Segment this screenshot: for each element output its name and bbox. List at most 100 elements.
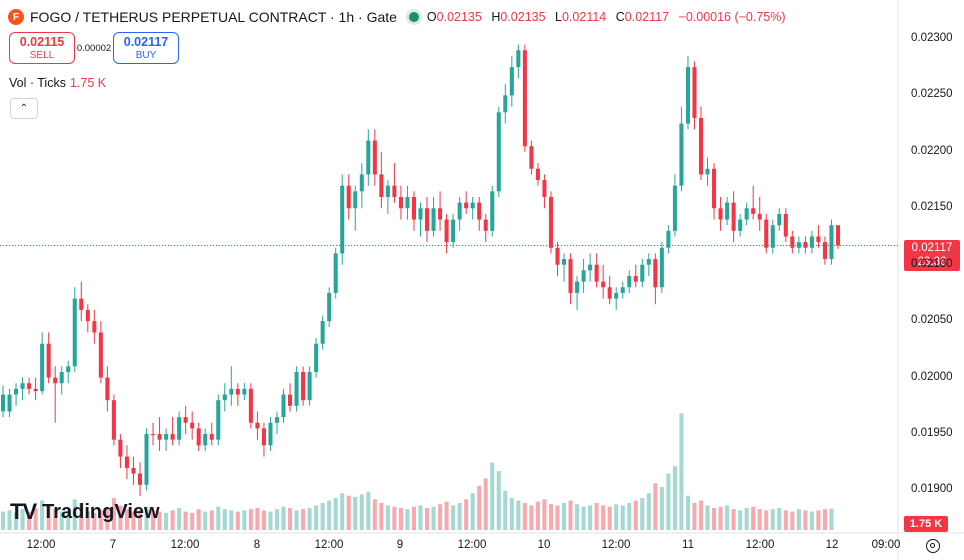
volume-bar [548,504,553,530]
candle-body [190,422,195,429]
candle-body [542,180,547,197]
volume-bar [705,505,710,530]
candle-body [66,366,71,372]
candle-body [353,191,358,209]
candle-body [477,202,482,220]
candle-body [601,281,606,288]
candle-body [822,242,827,260]
candle-body [92,321,97,333]
candle-body [411,196,416,220]
candle-body [725,202,730,220]
time-tick-label: 12:00 [26,539,56,551]
candle-body [614,292,619,299]
candle-body [796,242,801,248]
volume-bar [151,510,156,530]
candle-body [464,202,469,209]
symbol-title[interactable]: FOGO / TETHERUS PERPETUAL CONTRACT · 1h … [30,9,397,25]
volume-bar [170,510,175,530]
volume-bar [568,500,573,530]
volume-bar [666,473,671,530]
candle-body [118,439,123,457]
volume-bar [770,509,775,530]
volume-bar [340,493,345,530]
volume-bar [464,499,469,530]
volume-bar [320,503,325,530]
candle-body [685,67,690,124]
candle-body [40,343,45,392]
collapse-legend-button[interactable]: ⌃ [10,98,38,119]
volume-bar [366,491,371,530]
volume-bar [620,505,625,530]
candle-body [164,434,169,440]
volume-bar [314,505,319,530]
volume-bar [131,511,136,530]
volume-bar [27,511,32,530]
sell-price: 0.02115 [19,35,65,49]
volume-bar [607,506,612,530]
candle-body [405,196,410,209]
volume-bar [581,506,586,530]
candle-body [679,123,684,186]
candle-body [594,264,599,282]
watermark-text: TradingView [42,500,160,523]
volume-legend[interactable]: Vol · Ticks 1.75 K [9,76,106,90]
candle-body [438,208,443,220]
volume-bar [535,501,540,530]
volume-bar [281,506,286,530]
time-tick-label: 12:00 [314,539,344,551]
volume-bar [751,506,756,530]
time-tick-label: 7 [109,539,117,551]
volume-bar [490,462,495,530]
volume-bar [646,493,651,530]
volume-bar [235,511,240,530]
open-value: 0.02135 [436,10,482,24]
tradingview-watermark: TV TradingView [10,499,160,525]
volume-bar [588,505,593,530]
sell-button[interactable]: 0.02115 SELL [9,32,75,64]
candle-body [522,50,527,147]
time-tick-label: 10 [537,539,551,551]
candle-body [561,259,567,265]
chart-settings-icon[interactable] [926,539,940,553]
volume-bar [738,510,743,530]
volume-bar [790,511,795,530]
volume-bar [98,510,103,530]
candle-body [242,388,247,395]
candle-body [757,213,762,220]
candle-body [274,417,280,423]
volume-bar [496,471,501,530]
trade-panel: 0.02115 SELL 0.00002 0.02117 BUY [9,32,179,64]
volume-bar [33,507,38,530]
volume-bar [229,510,234,530]
buy-button[interactable]: 0.02117 BUY [113,32,179,64]
volume-bar [385,505,390,530]
candle-body [829,225,834,260]
volume-bar [640,498,645,530]
candle-body [157,434,162,440]
price-tick-label: 0.02300 [911,31,953,44]
candle-body [229,388,234,395]
candle-body [398,196,403,209]
candle-body [568,259,573,293]
volume-bar [516,500,521,530]
candle-body [203,434,208,446]
volume-bar [333,498,338,530]
candle-body [281,394,286,418]
candle-body [425,208,430,231]
volume-bar [46,504,51,530]
candle-body [366,140,371,175]
volume-bar [829,508,834,530]
volume-bar [575,504,580,530]
candle-body [72,298,77,367]
price-tick-label: 0.02050 [911,314,953,327]
volume-bar [712,507,717,530]
candle-body [483,219,488,231]
price-tick-label: 0.02150 [911,201,953,214]
volume-bar [796,509,801,530]
candle-body [751,208,756,214]
volume-bar [203,511,208,530]
candle-body [835,225,841,246]
candle-body [516,50,521,68]
market-open-icon [408,12,419,22]
